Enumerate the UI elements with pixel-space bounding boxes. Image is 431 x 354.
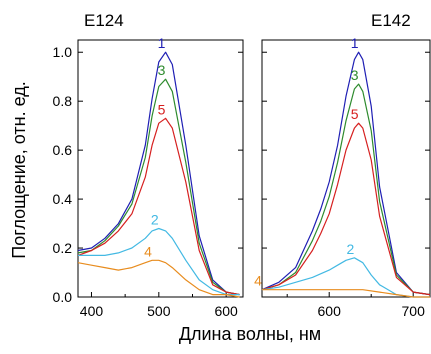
y-tick-label: 0.6 <box>53 142 73 158</box>
series-line-2 <box>261 257 430 298</box>
y-tick-label: 0.8 <box>53 93 73 109</box>
series-line-5 <box>261 122 431 296</box>
series-label-4: 4 <box>254 273 262 289</box>
series-label-4: 4 <box>144 243 152 259</box>
panel-title-e124: E124 <box>84 11 124 30</box>
panel-e124: 400 500 600 0.0 0.2 0.4 0.6 0.8 1.0 1 3 5 2 4 <box>53 35 244 319</box>
panel-title-e142: E142 <box>371 11 411 30</box>
series-line-5 <box>77 117 240 296</box>
series-label-5: 5 <box>351 106 359 122</box>
plot-frame <box>77 39 244 298</box>
x-tick-label: 700 <box>402 303 426 319</box>
series-label-1: 1 <box>351 35 359 51</box>
series-line-1 <box>261 51 431 296</box>
series-label-2: 2 <box>151 211 159 227</box>
series-label-2: 2 <box>347 241 355 257</box>
series-line-3 <box>77 78 240 296</box>
series-line-4 <box>262 289 430 298</box>
series-line-3 <box>261 83 431 296</box>
x-tick-label: 600 <box>318 303 342 319</box>
plots-layer: 400 500 600 0.0 0.2 0.4 0.6 0.8 1.0 1 3 5 2 4 600 700 1 3… <box>53 35 431 319</box>
x-tick-label: 400 <box>80 303 104 319</box>
series-line-1 <box>77 51 240 296</box>
x-tick-label: 600 <box>214 303 238 319</box>
y-tick-label: 0.0 <box>53 289 73 305</box>
x-axis-label: Длина волны, нм <box>179 324 321 344</box>
series-label-1: 1 <box>158 35 166 51</box>
panel-e142: 600 700 1 3 5 2 4 <box>254 35 431 319</box>
y-tick-label: 1.0 <box>53 44 73 60</box>
plot-frame <box>261 39 431 298</box>
series-label-5: 5 <box>158 101 166 117</box>
x-tick-label: 500 <box>147 303 171 319</box>
series-line-4 <box>77 259 240 298</box>
series-line-2 <box>78 227 240 296</box>
series-label-3: 3 <box>351 67 359 83</box>
series-label-3: 3 <box>158 62 166 78</box>
y-tick-label: 0.4 <box>53 191 73 207</box>
y-axis-label: Поглощение, отн. ед. <box>9 81 29 258</box>
y-tick-label: 0.2 <box>53 240 73 256</box>
